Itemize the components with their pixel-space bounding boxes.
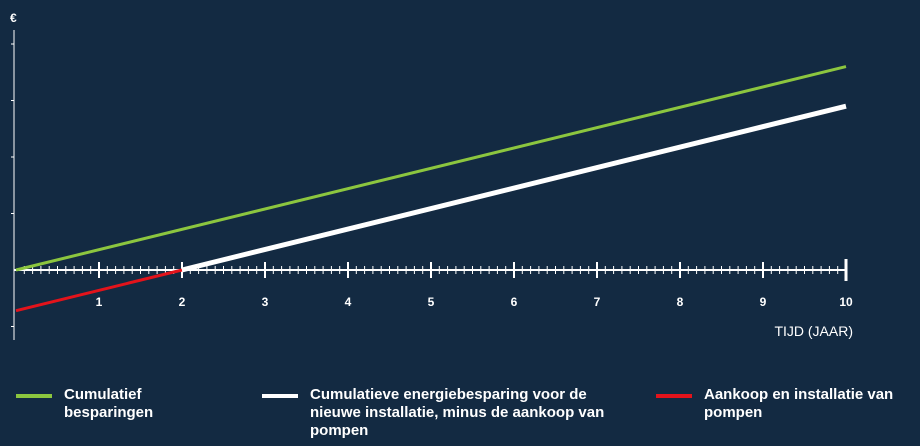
x-tick-label: 1 xyxy=(96,295,103,309)
legend-item-pump-purchase: Aankoop en installatie van pompen xyxy=(656,386,918,422)
x-axis-minor-ticks xyxy=(23,266,839,274)
y-axis-ticks xyxy=(11,43,14,327)
series-lines xyxy=(15,65,847,313)
x-tick-label: 9 xyxy=(760,295,767,309)
series-line-0 xyxy=(15,65,847,272)
x-axis-title: TIJD (JAAR) xyxy=(774,323,853,339)
x-tick-label: 4 xyxy=(345,295,352,309)
series-line-1 xyxy=(181,103,847,273)
x-tick-label: 2 xyxy=(179,295,186,309)
x-tick-label: 7 xyxy=(594,295,601,309)
legend-item-cumulatief-besparingen: Cumulatief besparingen xyxy=(16,386,206,422)
x-axis-major-ticks xyxy=(98,259,848,281)
x-tick-label: 10 xyxy=(839,295,853,309)
legend-label: Cumulatieve energiebesparing voor de nie… xyxy=(310,386,605,439)
legend-label: Cumulatief besparingen xyxy=(64,386,154,421)
legend: Cumulatief besparingen Cumulatieve energ… xyxy=(0,386,920,446)
chart: € 1 2 3 4 5 6 7 8 9 10 TIJD (JAAR) xyxy=(10,11,853,340)
legend-swatch-red xyxy=(656,394,692,398)
y-axis-unit-label: € xyxy=(10,11,17,25)
legend-label: Aankoop en installatie van pompen xyxy=(704,386,894,421)
legend-item-net-savings: Cumulatieve energiebesparing voor de nie… xyxy=(262,386,612,440)
x-tick-label: 6 xyxy=(511,295,518,309)
x-tick-label: 5 xyxy=(428,295,435,309)
legend-swatch-green xyxy=(16,394,52,398)
x-axis-tick-labels: 1 2 3 4 5 6 7 8 9 10 xyxy=(96,295,853,309)
x-tick-label: 8 xyxy=(677,295,684,309)
series-line-2 xyxy=(15,268,183,313)
x-tick-label: 3 xyxy=(262,295,269,309)
legend-swatch-white xyxy=(262,394,298,398)
